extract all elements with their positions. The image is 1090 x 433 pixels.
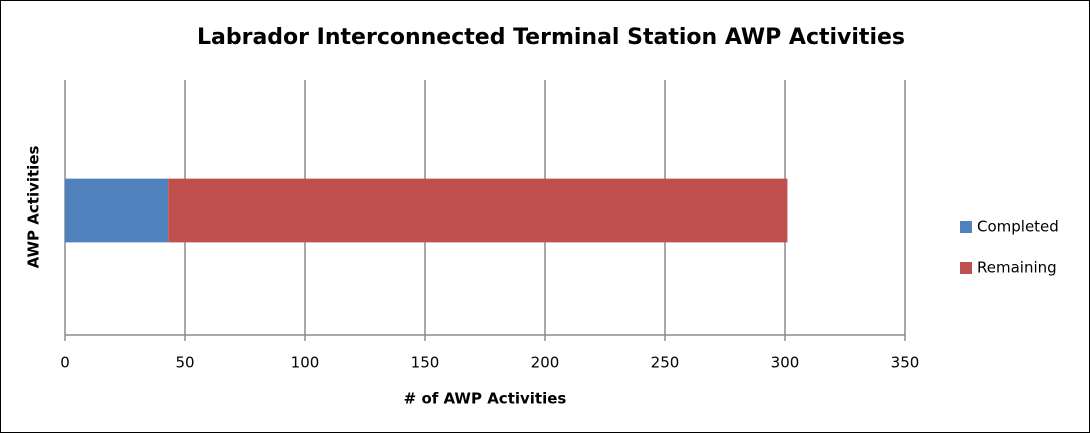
x-axis-label: # of AWP Activities [404, 390, 567, 408]
x-tick-label: 150 [411, 354, 440, 372]
legend-label: Remaining [977, 259, 1057, 277]
x-tick-label: 0 [60, 354, 70, 372]
x-tick-label: 50 [175, 354, 194, 372]
bar-segment [65, 178, 169, 243]
x-tick-label: 250 [651, 354, 680, 372]
legend-swatch [960, 262, 972, 274]
chart-title: Labrador Interconnected Terminal Station… [197, 25, 905, 50]
x-tick-label: 200 [531, 354, 560, 372]
y-axis-label: AWP Activities [25, 146, 43, 269]
legend-label: Completed [977, 218, 1059, 236]
x-tick-label: 100 [291, 354, 320, 372]
legend-swatch [960, 221, 972, 233]
bar-segment [168, 178, 788, 243]
x-tick-label: 350 [891, 354, 920, 372]
x-tick-label: 300 [771, 354, 800, 372]
